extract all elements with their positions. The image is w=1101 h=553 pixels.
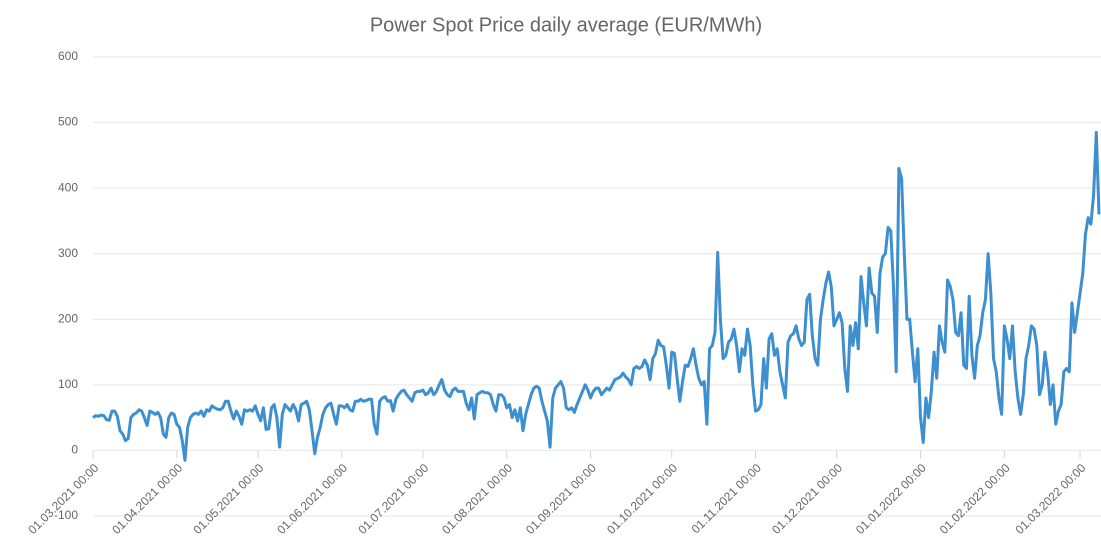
x-tick-label: 01.05.2021 00:00 xyxy=(190,461,266,537)
y-tick-label: 200 xyxy=(58,311,78,325)
x-tick-label: 01.04.2021 00:00 xyxy=(109,461,185,537)
price-line xyxy=(92,130,1101,462)
y-tick-label: 600 xyxy=(58,49,78,63)
x-tick-label: 01.11.2021 00:00 xyxy=(689,461,765,537)
y-tick-label: 400 xyxy=(58,180,78,194)
x-tick-label: 01.08.2021 00:00 xyxy=(439,461,515,537)
x-tick-label: 01.03.2021 00:00 xyxy=(25,461,101,537)
y-tick-label: -100 xyxy=(54,508,78,522)
y-tick-label: 500 xyxy=(58,115,78,129)
x-tick-label: 01.09.2021 00:00 xyxy=(523,461,599,537)
x-tick-label: 01.07.2021 00:00 xyxy=(355,461,431,537)
y-tick-label: 300 xyxy=(58,246,78,260)
y-tick-label: 0 xyxy=(71,443,78,457)
x-tick-label: 01.12.2021 00:00 xyxy=(769,461,845,537)
x-tick-label: 01.06.2021 00:00 xyxy=(274,461,350,537)
x-tick-label: 01.10.2021 00:00 xyxy=(604,461,680,537)
x-tick-label: 01.03.2022 00:00 xyxy=(1012,461,1088,537)
x-tick-label: 01.02.2022 00:00 xyxy=(937,461,1013,537)
x-tick-label: 01.01.2022 00:00 xyxy=(853,461,929,537)
chart-title: Power Spot Price daily average (EUR/MWh) xyxy=(370,14,762,36)
y-tick-label: 100 xyxy=(58,377,78,391)
